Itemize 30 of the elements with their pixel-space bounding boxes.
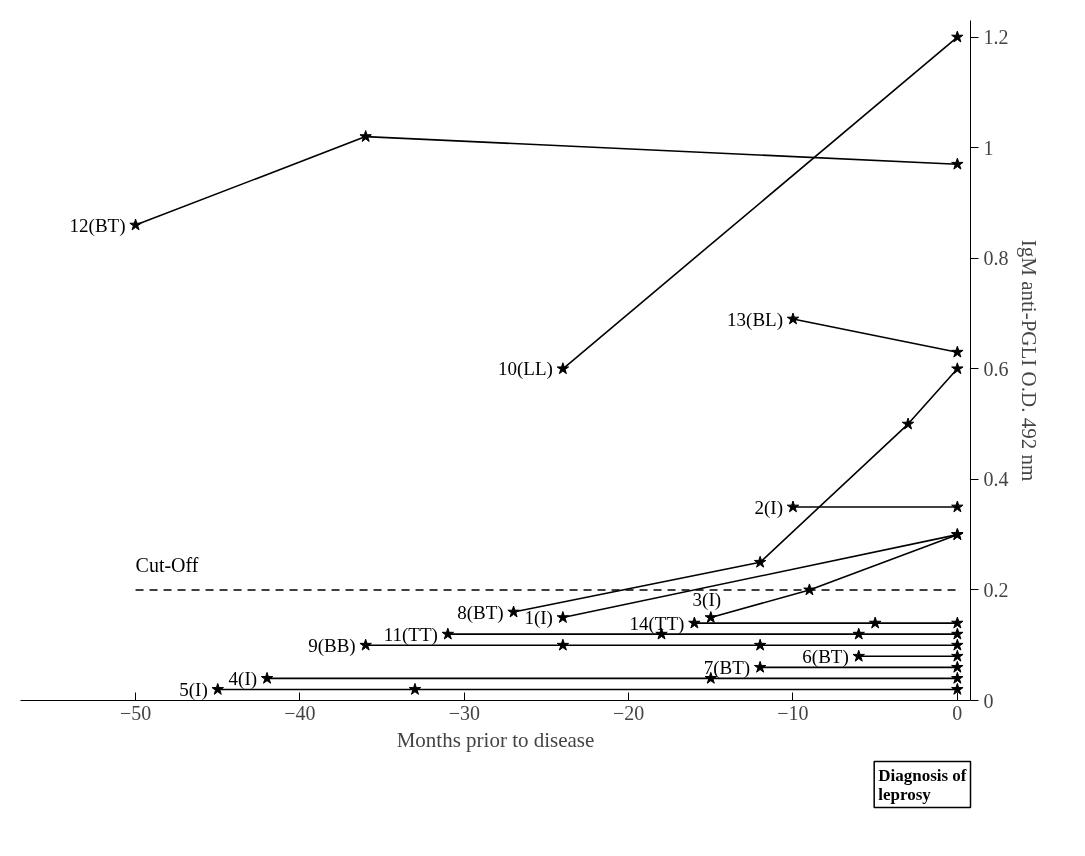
x-tick-label: −40 xyxy=(284,701,316,724)
series-label: 8(BT) xyxy=(457,601,504,624)
series-label: 11(TT) xyxy=(383,623,438,646)
y-tick-label: 0.2 xyxy=(983,578,1009,601)
y-tick-label: 1.2 xyxy=(983,26,1009,49)
x-tick-label: −10 xyxy=(777,701,809,724)
series-label: 2(I) xyxy=(754,496,783,519)
y-tick-label: 0.4 xyxy=(983,468,1009,491)
y-axis-title: IgM anti-PGLI O.D. 492 nm xyxy=(1016,239,1041,482)
x-tick-label: −30 xyxy=(448,701,480,724)
series-label: 7(BT) xyxy=(703,656,751,679)
x-axis-title: Months prior to disease xyxy=(396,727,595,752)
series-label: 9(BB) xyxy=(308,634,356,657)
series-label: 4(I) xyxy=(228,667,258,690)
text: Diagnosis of leprosy xyxy=(878,765,967,804)
y-tick-label: 0.6 xyxy=(983,357,1009,380)
ref-line-label: Cut-Off xyxy=(135,553,199,576)
series-label: 13(BL) xyxy=(727,308,783,331)
series-label: 1(I) xyxy=(524,607,553,630)
series-label: 14(TT) xyxy=(629,612,685,635)
series-label: 10(LL) xyxy=(498,358,553,381)
x-tick-label: −20 xyxy=(612,701,645,724)
x-tick-label: 0 xyxy=(952,701,963,724)
series-label: 6(BT) xyxy=(802,645,849,668)
y-tick-label: 1 xyxy=(983,136,994,159)
series-label: 3(I) xyxy=(692,588,722,611)
y-tick-label: 0.8 xyxy=(983,247,1009,270)
legend-label: 5(I) xyxy=(179,678,208,701)
series-label: 12(BT) xyxy=(69,214,126,237)
x-tick-label: −50 xyxy=(119,701,152,724)
